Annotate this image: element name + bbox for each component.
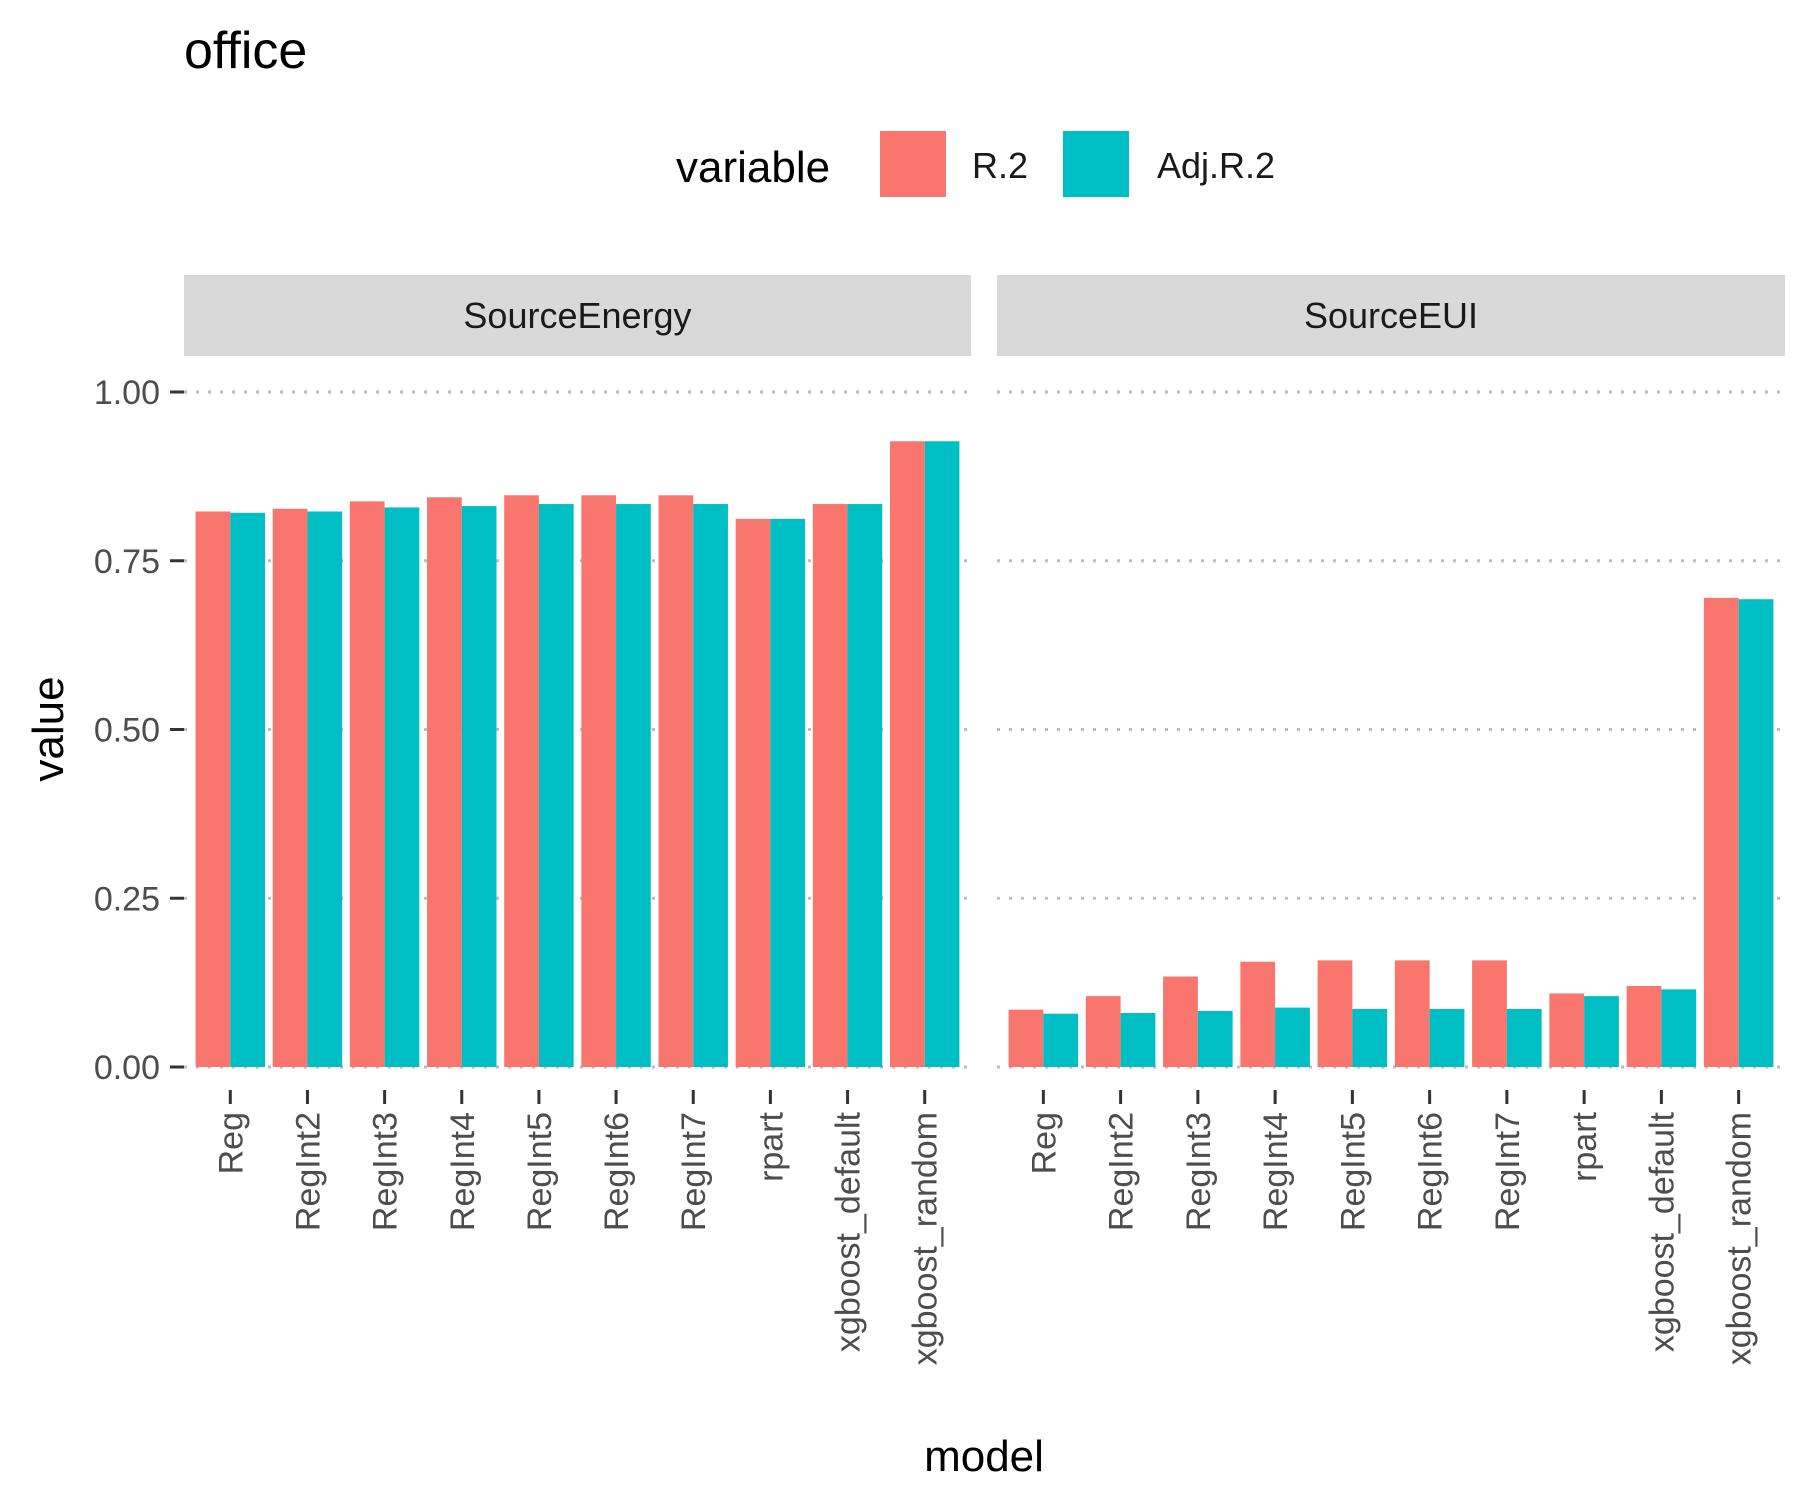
y-tick-label: 0.25 xyxy=(94,880,160,918)
chart-title: office xyxy=(184,22,307,80)
x-tick-label: xgboost_default xyxy=(1643,1111,1681,1352)
bar-rpart-adj-r2 xyxy=(770,518,806,1067)
bar-regint6-adj-r2 xyxy=(616,504,651,1067)
bars-panel-0 xyxy=(195,441,960,1068)
bar-regint5-r2 xyxy=(1317,960,1353,1067)
bar-regint4-r2 xyxy=(1240,961,1276,1067)
bar-xgboost-random-r2 xyxy=(1703,597,1739,1067)
y-tick-label: 0.75 xyxy=(94,543,160,581)
x-tick-label: Reg xyxy=(212,1112,250,1174)
bar-xgboost-default-r2 xyxy=(1626,986,1662,1067)
bar-xgboost-default-r2 xyxy=(812,504,848,1067)
x-tick-labels-panel-0: Reg RegInt2 RegInt3 RegInt4 RegInt5 RegInt6 Re… xyxy=(212,1090,945,1365)
facet-panel-1: SourceEUI Reg RegInt2 RegInt3 RegInt4 RegInt… xyxy=(997,275,1785,1365)
bar-xgboost-default-adj-r2 xyxy=(847,504,883,1067)
facet-strip-0 xyxy=(184,275,971,356)
bar-regint5-r2 xyxy=(504,495,539,1067)
bar-regint3-adj-r2 xyxy=(384,507,420,1067)
bar-regint4-adj-r2 xyxy=(461,506,497,1067)
legend-label-r2: R.2 xyxy=(972,145,1028,186)
facet-strip-label-0: SourceEnergy xyxy=(463,295,691,336)
bar-regint2-r2 xyxy=(1085,996,1121,1067)
x-tick-label: RegInt5 xyxy=(1334,1112,1372,1231)
bar-regint7-r2 xyxy=(658,495,694,1067)
bar-xgboost-random-adj-r2 xyxy=(924,441,960,1067)
bar-regint7-r2 xyxy=(1472,960,1507,1067)
facet-panel-0: SourceEnergy Reg RegInt2 RegInt3 RegInt4 Reg… xyxy=(184,275,971,1365)
legend-key-r2 xyxy=(880,131,946,197)
y-tick-label: 0.00 xyxy=(94,1049,160,1087)
bar-reg-r2 xyxy=(1008,1009,1044,1067)
bar-xgboost-random-r2 xyxy=(889,441,925,1067)
x-tick-label: RegInt4 xyxy=(1257,1112,1295,1231)
bar-xgboost-default-adj-r2 xyxy=(1661,989,1697,1067)
x-tick-label: RegInt7 xyxy=(675,1112,713,1231)
x-axis-title: model xyxy=(924,1432,1044,1481)
bar-regint4-adj-r2 xyxy=(1275,1007,1310,1067)
bar-reg-r2 xyxy=(195,511,231,1068)
x-tick-label: xgboost_random xyxy=(907,1112,945,1365)
bars-panel-1 xyxy=(1008,597,1774,1067)
facet-strip-1 xyxy=(997,275,1785,356)
x-tick-label: RegInt6 xyxy=(1412,1112,1450,1231)
x-tick-label: RegInt6 xyxy=(598,1112,636,1231)
legend-key-adj-r2 xyxy=(1063,131,1129,197)
legend-title: variable xyxy=(676,143,830,192)
x-tick-label: rpart xyxy=(1566,1111,1604,1181)
bar-regint6-adj-r2 xyxy=(1429,1008,1465,1067)
y-tick-label: 0.50 xyxy=(94,712,160,750)
bar-regint5-adj-r2 xyxy=(538,504,574,1067)
bar-regint2-adj-r2 xyxy=(1120,1013,1156,1067)
x-tick-label: rpart xyxy=(752,1111,790,1181)
x-tick-label: RegInt2 xyxy=(1103,1112,1141,1231)
bar-regint5-adj-r2 xyxy=(1352,1008,1388,1067)
x-tick-label: RegInt5 xyxy=(521,1112,559,1231)
y-axis: 0.00 0.25 0.50 0.75 1.00 xyxy=(94,374,184,1087)
bar-rpart-r2 xyxy=(1549,993,1585,1067)
bar-regint3-r2 xyxy=(349,501,385,1068)
legend-label-adj-r2: Adj.R.2 xyxy=(1157,145,1275,186)
bar-regint6-r2 xyxy=(581,495,617,1067)
bar-regint7-adj-r2 xyxy=(1506,1008,1542,1067)
legend: variable R.2 Adj.R.2 xyxy=(676,131,1275,197)
x-tick-label: RegInt4 xyxy=(444,1112,482,1231)
bar-xgboost-random-adj-r2 xyxy=(1738,599,1774,1067)
facet-strip-label-1: SourceEUI xyxy=(1304,295,1478,336)
bar-reg-adj-r2 xyxy=(230,512,266,1067)
bar-regint3-adj-r2 xyxy=(1197,1010,1233,1067)
bar-rpart-r2 xyxy=(735,518,771,1067)
x-tick-labels-panel-1: Reg RegInt2 RegInt3 RegInt4 RegInt5 RegInt6 Re… xyxy=(1025,1090,1759,1365)
y-axis-title: value xyxy=(24,676,73,781)
bar-regint2-r2 xyxy=(272,508,308,1067)
x-tick-label: RegInt3 xyxy=(1180,1112,1218,1231)
bar-regint6-r2 xyxy=(1394,960,1430,1067)
x-tick-label: RegInt7 xyxy=(1489,1112,1527,1231)
bar-regint2-adj-r2 xyxy=(307,511,343,1068)
x-tick-label: RegInt3 xyxy=(367,1112,405,1231)
bar-regint7-adj-r2 xyxy=(693,504,728,1067)
x-tick-label: Reg xyxy=(1025,1112,1063,1174)
x-tick-label: RegInt2 xyxy=(289,1112,327,1231)
x-tick-label: xgboost_default xyxy=(830,1111,868,1352)
gridlines-panel-1 xyxy=(997,390,1785,1069)
x-tick-label: xgboost_random xyxy=(1721,1112,1759,1365)
bar-regint3-r2 xyxy=(1163,976,1198,1067)
bar-regint4-r2 xyxy=(427,497,462,1067)
bar-rpart-adj-r2 xyxy=(1584,996,1619,1067)
bar-reg-adj-r2 xyxy=(1043,1013,1079,1067)
y-tick-label: 1.00 xyxy=(94,374,160,412)
